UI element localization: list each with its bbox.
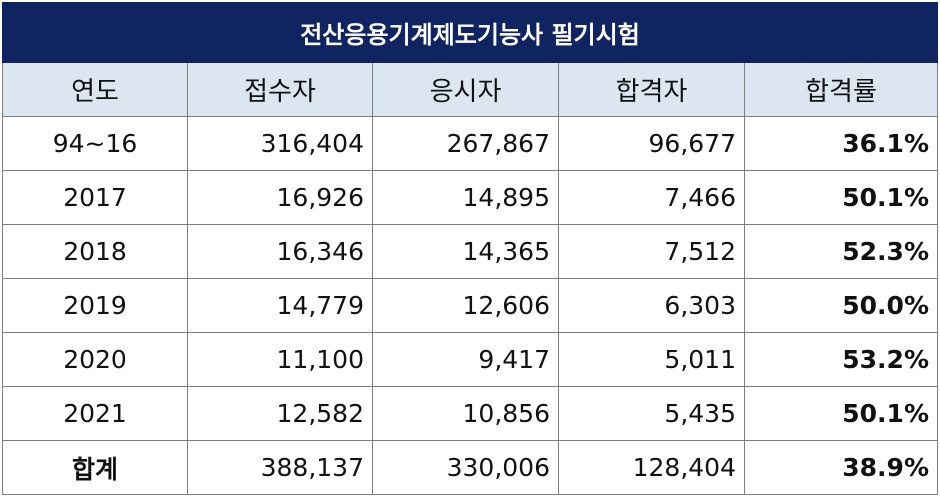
table-row: 2017 16,926 14,895 7,466 50.1% — [2, 170, 938, 225]
header-passers: 합격자 — [558, 62, 745, 117]
cell-passers: 96,677 — [558, 116, 745, 171]
cell-year: 2017 — [2, 170, 188, 225]
cell-passers: 5,435 — [558, 386, 745, 441]
header-row: 연도 접수자 응시자 합격자 합격률 — [2, 62, 938, 117]
total-row: 합계 388,137 330,006 128,404 38.9% — [2, 440, 938, 495]
total-examinees: 330,006 — [372, 440, 559, 495]
cell-pass-rate: 52.3% — [744, 224, 938, 279]
title-row: 전산응용기계제도기능사 필기시험 — [2, 2, 938, 63]
cell-applicants: 14,779 — [187, 278, 373, 333]
header-year: 연도 — [2, 62, 188, 117]
table-row: 94~16 316,404 267,867 96,677 36.1% — [2, 116, 938, 171]
cell-passers: 6,303 — [558, 278, 745, 333]
cell-year: 94~16 — [2, 116, 188, 171]
cell-applicants: 11,100 — [187, 332, 373, 387]
header-pass-rate: 합격률 — [744, 62, 938, 117]
cell-year: 2018 — [2, 224, 188, 279]
total-passers: 128,404 — [558, 440, 745, 495]
table-row: 2019 14,779 12,606 6,303 50.0% — [2, 278, 938, 333]
total-pass-rate: 38.9% — [744, 440, 938, 495]
cell-applicants: 16,926 — [187, 170, 373, 225]
cell-applicants: 16,346 — [187, 224, 373, 279]
cell-examinees: 267,867 — [372, 116, 559, 171]
cell-applicants: 12,582 — [187, 386, 373, 441]
exam-stats-table: 전산응용기계제도기능사 필기시험 연도 접수자 응시자 합격자 합격률 94~1… — [2, 2, 938, 495]
total-applicants: 388,137 — [187, 440, 373, 495]
table-title: 전산응용기계제도기능사 필기시험 — [2, 2, 938, 63]
cell-pass-rate: 36.1% — [744, 116, 938, 171]
cell-examinees: 12,606 — [372, 278, 559, 333]
cell-pass-rate: 50.1% — [744, 386, 938, 441]
table-row: 2018 16,346 14,365 7,512 52.3% — [2, 224, 938, 279]
cell-year: 2020 — [2, 332, 188, 387]
total-label: 합계 — [2, 440, 188, 495]
cell-passers: 5,011 — [558, 332, 745, 387]
cell-examinees: 9,417 — [372, 332, 559, 387]
cell-year: 2021 — [2, 386, 188, 441]
table-row: 2020 11,100 9,417 5,011 53.2% — [2, 332, 938, 387]
cell-pass-rate: 50.1% — [744, 170, 938, 225]
cell-passers: 7,512 — [558, 224, 745, 279]
cell-year: 2019 — [2, 278, 188, 333]
header-applicants: 접수자 — [187, 62, 373, 117]
cell-examinees: 10,856 — [372, 386, 559, 441]
header-examinees: 응시자 — [372, 62, 559, 117]
cell-examinees: 14,365 — [372, 224, 559, 279]
cell-pass-rate: 53.2% — [744, 332, 938, 387]
cell-applicants: 316,404 — [187, 116, 373, 171]
cell-passers: 7,466 — [558, 170, 745, 225]
table-row: 2021 12,582 10,856 5,435 50.1% — [2, 386, 938, 441]
cell-pass-rate: 50.0% — [744, 278, 938, 333]
cell-examinees: 14,895 — [372, 170, 559, 225]
